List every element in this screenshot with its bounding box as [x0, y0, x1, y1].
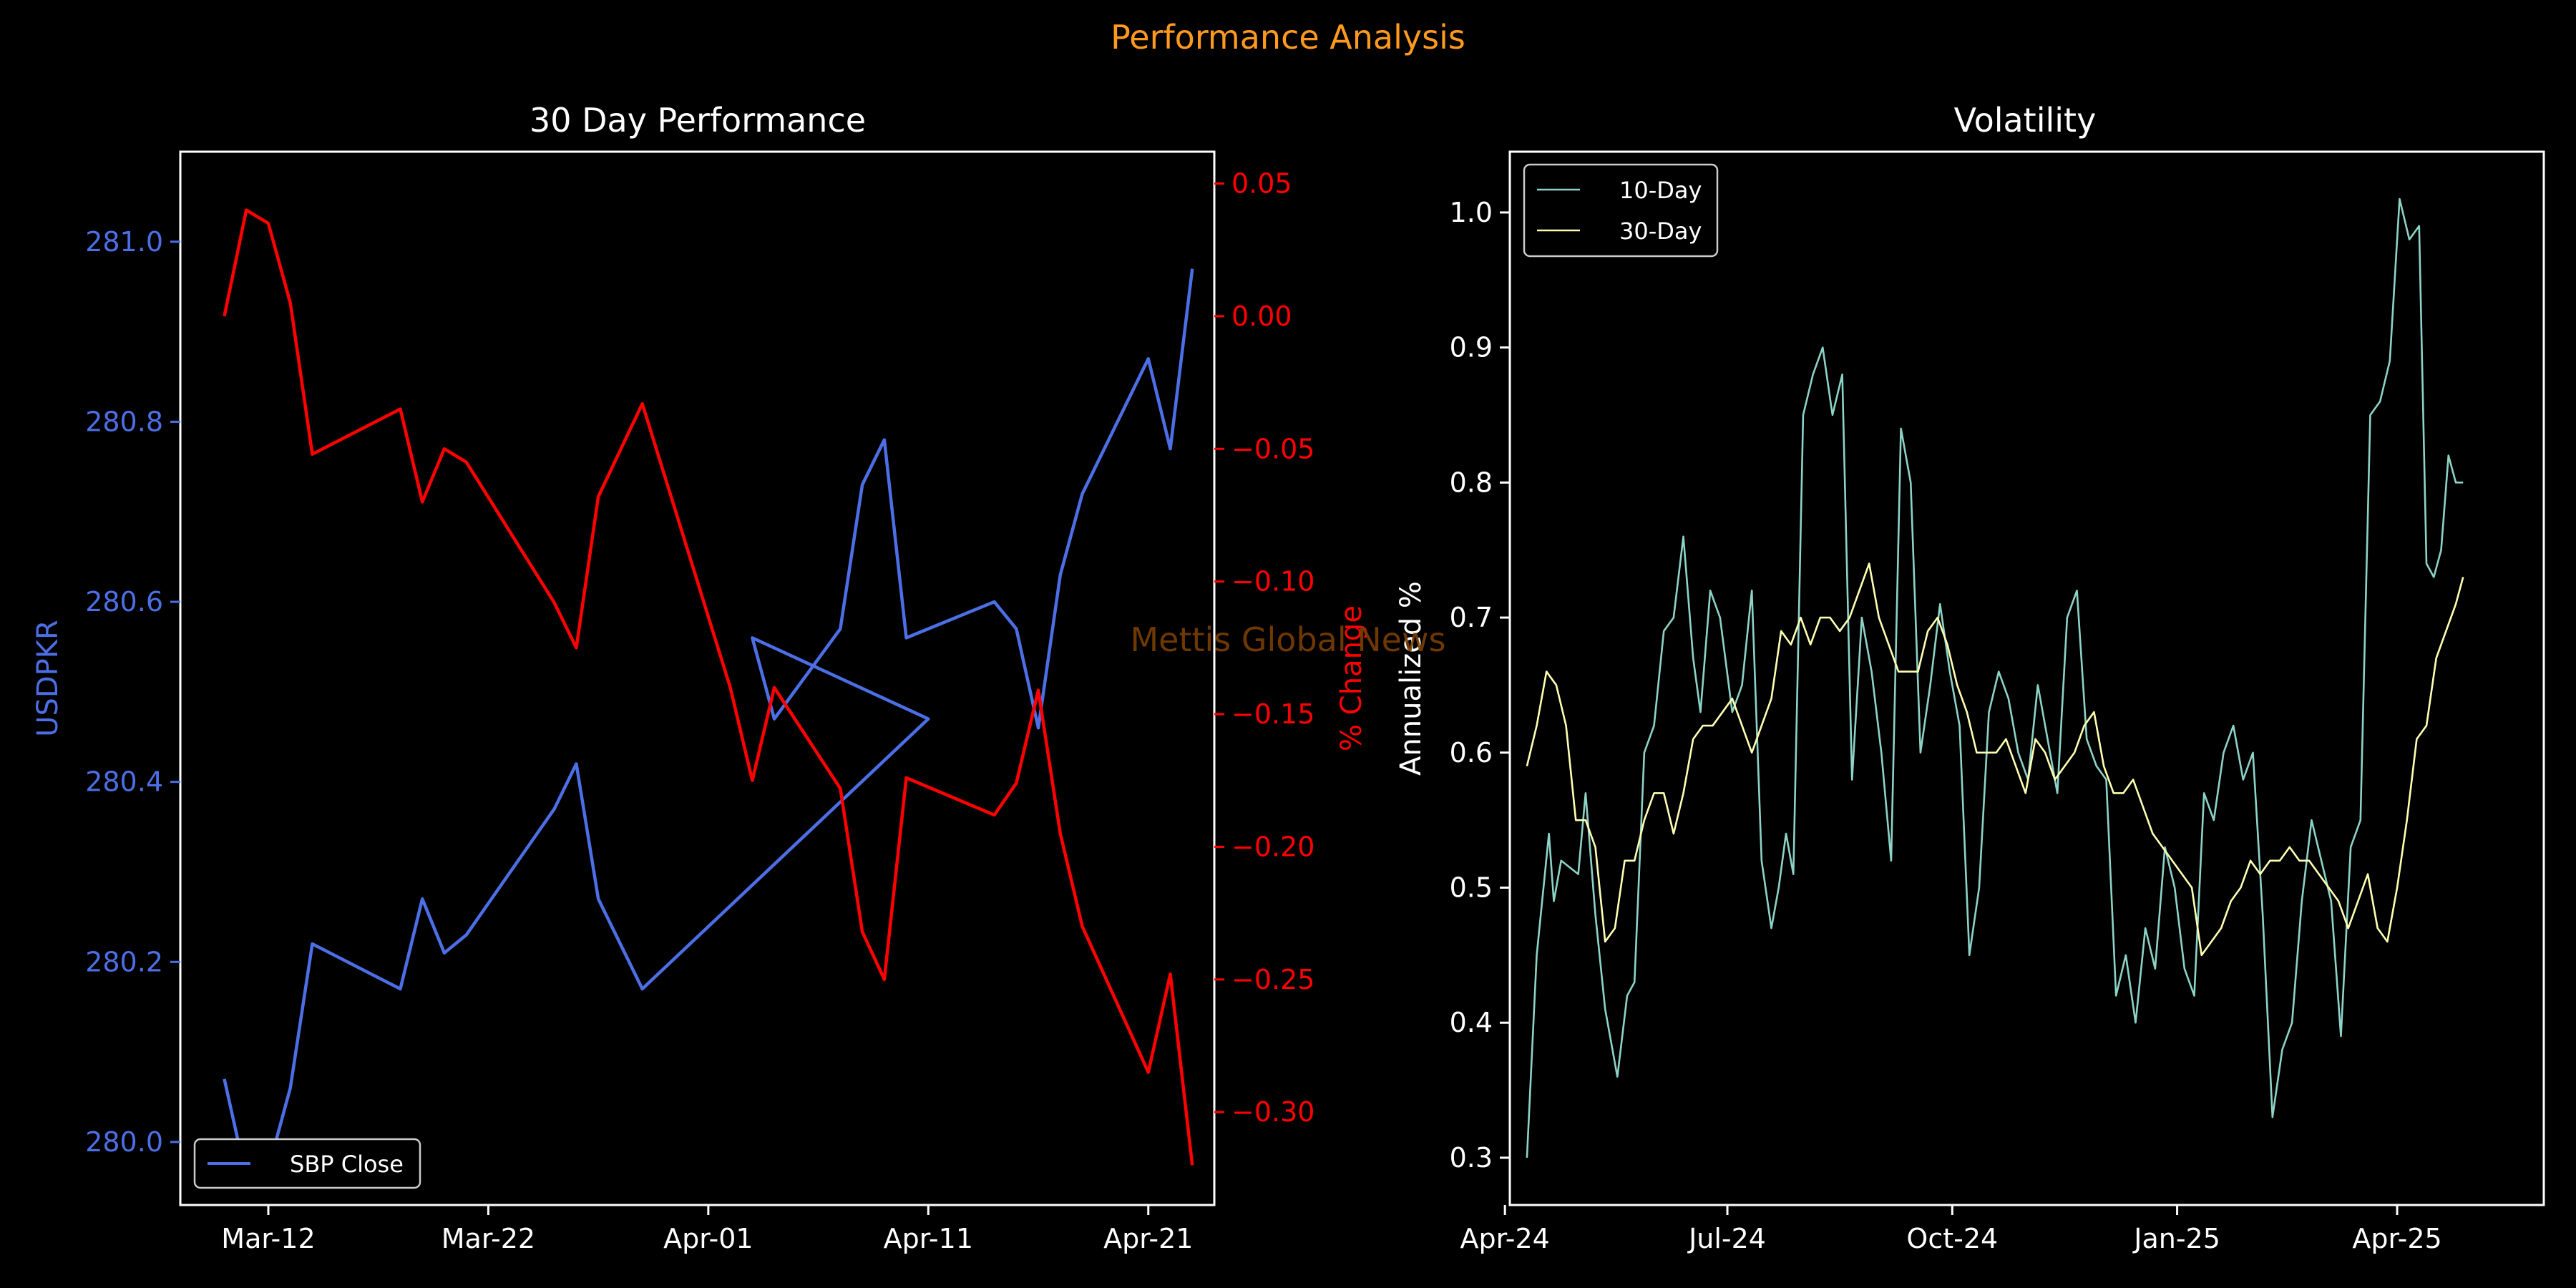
- plot-frame-right: [1508, 150, 2545, 1206]
- series-line-sbp-close: [223, 268, 1194, 1180]
- y-tick-label: 280.2: [85, 946, 163, 977]
- y2-tick-label: 0.05: [1231, 167, 1292, 199]
- left-x-axis: Mar-12 Mar-22 Apr-01 Apr-11 Apr-21: [221, 1205, 1193, 1254]
- vol-y-tick-label: 0.4: [1450, 1007, 1493, 1038]
- y-tick-label: 280.6: [85, 586, 163, 618]
- vol-y-tick-label: 0.6: [1450, 737, 1493, 769]
- figure-suptitle: Performance Analysis: [1111, 18, 1465, 57]
- watermark: Mettis Global News: [1130, 620, 1445, 659]
- vol-x-tick-label: Jan-25: [2132, 1223, 2220, 1254]
- plot-frame-left: [179, 150, 1216, 1206]
- panel-title-30-day: 30 Day Performance: [530, 101, 866, 140]
- y-axis-label-usdpkr: USDPKR: [31, 620, 64, 737]
- vol-x-tick-label: Apr-24: [1460, 1223, 1549, 1254]
- volatility-y-axis: 0.3 0.4 0.5 0.6 0.7 0.8 0.9 1.0: [1450, 197, 1510, 1174]
- vol-y-tick-label: 0.3: [1450, 1142, 1493, 1174]
- y-tick-label: 280.4: [85, 766, 163, 798]
- legend-left: SBP Close: [193, 1138, 421, 1189]
- legend-label-10-day: 10-Day: [1619, 177, 1702, 204]
- series-line-30-day: [1526, 562, 2464, 957]
- volatility-x-axis: Apr-24 Jul-24 Oct-24 Jan-25 Apr-25: [1460, 1205, 2442, 1254]
- vol-x-tick-label: Oct-24: [1906, 1223, 1998, 1254]
- y-tick-label: 280.0: [85, 1126, 163, 1158]
- panel-30-day-performance: 30 Day Performance 280.0280.2280.4280.62…: [31, 101, 1368, 1254]
- vol-y-tick-label: 1.0: [1450, 197, 1493, 228]
- y2-tick-label: −0.10: [1231, 566, 1314, 597]
- y-tick-label: 281.0: [85, 226, 163, 258]
- left-y-axis: 280.0 280.2 280.4 280.6 280.8 281.0: [85, 226, 180, 1158]
- x-tick-label: Mar-12: [221, 1223, 315, 1254]
- panel-volatility: Volatility 0.3 0.4 0.5 0.6 0.7 0.8 0.9 1.0 Apr-…: [1395, 101, 2545, 1254]
- vol-y-tick-label: 0.5: [1450, 872, 1493, 904]
- x-tick-label: Apr-01: [663, 1223, 753, 1254]
- x-tick-label: Apr-21: [1103, 1223, 1193, 1254]
- vol-y-tick-label: 0.9: [1450, 332, 1493, 364]
- x-tick-label: Mar-22: [441, 1223, 535, 1254]
- vol-y-tick-label: 0.8: [1450, 467, 1493, 498]
- vol-x-tick-label: Jul-24: [1687, 1223, 1766, 1254]
- x-tick-label: Apr-11: [884, 1223, 973, 1254]
- legend-label-30-day: 30-Day: [1619, 218, 1702, 245]
- y2-axis-label-pct-change: % Change: [1335, 605, 1368, 751]
- series-line-10-day: [1526, 197, 2464, 1158]
- y2-tick-label: −0.25: [1231, 964, 1314, 995]
- series-line-pct-change: [223, 208, 1194, 1166]
- right-y-axis: 0.05 0.00 −0.05 −0.10 −0.15 −0.20 −0.25 −0.30: [1214, 167, 1314, 1128]
- vol-y-tick-label: 0.7: [1450, 602, 1493, 633]
- y-tick-label: 280.8: [85, 406, 163, 437]
- legend-right: 10-Day 30-Day: [1523, 163, 1719, 258]
- panel-title-volatility: Volatility: [1954, 101, 2097, 140]
- y-axis-label-annualized: Annualized %: [1395, 581, 1428, 776]
- y2-tick-label: −0.30: [1231, 1096, 1314, 1128]
- y2-tick-label: −0.05: [1231, 433, 1314, 464]
- y2-tick-label: −0.15: [1231, 698, 1314, 730]
- legend-label-sbp-close: SBP Close: [290, 1151, 404, 1178]
- y2-tick-label: 0.00: [1231, 301, 1292, 332]
- y2-tick-label: −0.20: [1231, 831, 1314, 862]
- vol-x-tick-label: Apr-25: [2352, 1223, 2441, 1254]
